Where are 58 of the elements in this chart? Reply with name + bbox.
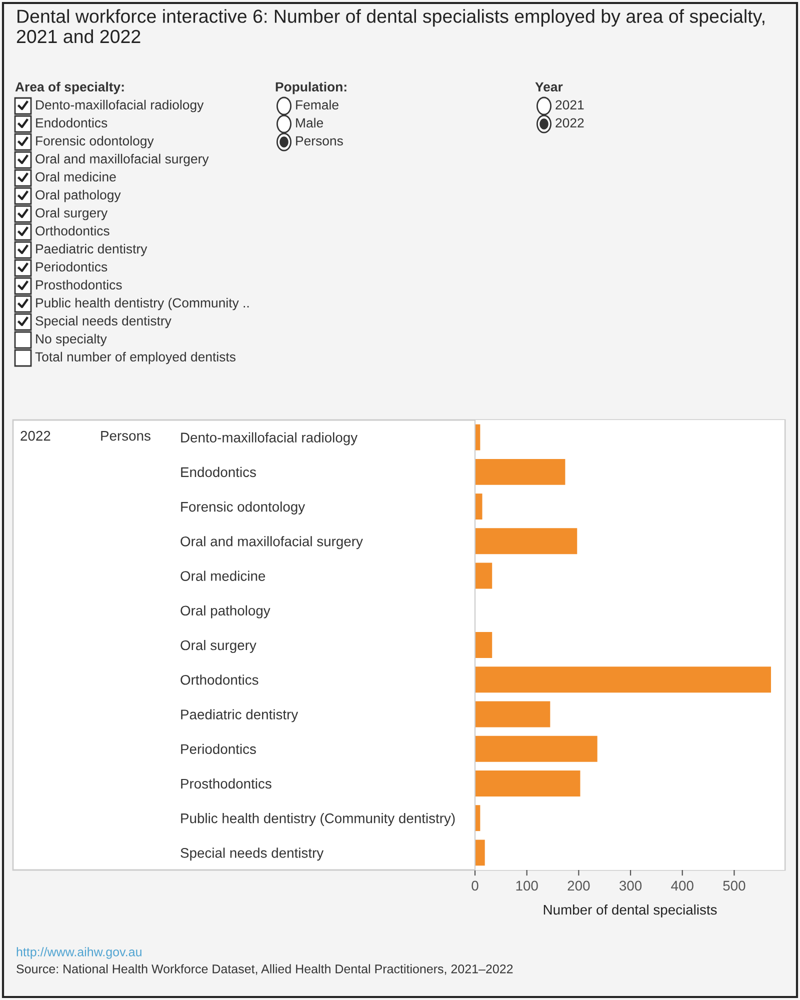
x-tick-label: 400 — [671, 880, 694, 891]
text: Special needs dentistry — [36, 316, 172, 328]
text: http://www.aihw.gov.au — [16, 947, 142, 959]
text: Oral and maxillofacial surgery — [36, 154, 209, 166]
bar — [475, 494, 482, 520]
text: Female — [296, 100, 338, 110]
text: Oral surgery — [36, 208, 108, 220]
text: Population: — [276, 82, 346, 94]
y-tick-label: Forensic odontology — [181, 502, 306, 514]
text: Forensic odontology — [36, 136, 154, 148]
x-tick-label: 0 — [472, 880, 478, 891]
bar — [475, 562, 492, 589]
bar — [475, 666, 772, 693]
text: Periodontics — [36, 262, 108, 272]
bar — [475, 701, 550, 728]
x-tick-label: 300 — [619, 880, 642, 891]
text: No specialty — [36, 334, 107, 346]
y-tick-label: Oral and maxillofacial surgery — [180, 536, 363, 550]
y-tick-label: Oral surgery — [180, 640, 256, 653]
y-tick-label: Dento-maxillofacial radiology — [181, 432, 358, 446]
text: 2021 — [556, 100, 584, 110]
y-tick-label: Endodontics — [181, 466, 256, 478]
y-tick-label: Periodontics — [181, 744, 256, 754]
text: Prosthodontics — [36, 280, 122, 290]
y-tick-label: Public health dentistry (Community dentistry) — [181, 813, 455, 826]
bar — [475, 458, 566, 485]
y-tick-label: Prosthodontics — [181, 778, 272, 789]
text: Total number of employed dentists — [35, 352, 236, 364]
text: Area of specialty: — [15, 82, 124, 94]
chart-title: Dental workforce interactive 6: Number of dental specialists employed by area of specialty, 2021 and 2022 — [16, 9, 764, 44]
source-note: Source: National Health Workforce Dataset, Allied Health Dental Practitioners, 2021–2022 — [16, 964, 513, 975]
text: Persons — [296, 136, 343, 146]
bar — [475, 770, 580, 796]
text: Oral medicine — [36, 172, 116, 182]
y-tick-label: Orthodontics — [180, 674, 258, 685]
y-tick-label: Special needs dentistry — [180, 848, 324, 861]
text: Persons — [101, 431, 150, 441]
bar — [475, 528, 578, 554]
text: Dento-maxillofacial radiology — [36, 100, 204, 112]
x-axis-title: Number of dental specialists — [544, 904, 717, 918]
text: 2022 — [20, 430, 50, 441]
bar — [475, 632, 492, 658]
x-tick-label: 200 — [568, 880, 590, 891]
text: Orthodontics — [36, 226, 110, 236]
text: Paediatric dentistry — [36, 244, 148, 256]
x-tick-label: 100 — [516, 880, 538, 891]
text: Oral pathology — [36, 190, 121, 202]
text: Public health dentistry (Community .. — [36, 298, 249, 310]
x-tick-label: 500 — [723, 880, 746, 891]
text: Male — [296, 118, 324, 128]
y-tick-label: Oral medicine — [180, 570, 266, 581]
bar — [475, 840, 485, 866]
text: 2022 — [556, 118, 584, 128]
text: Year — [535, 82, 563, 92]
text: Endodontics — [36, 118, 108, 128]
y-tick-label: Paediatric dentistry — [181, 709, 298, 722]
y-tick-label: Oral pathology — [180, 605, 270, 618]
bar — [475, 736, 598, 762]
